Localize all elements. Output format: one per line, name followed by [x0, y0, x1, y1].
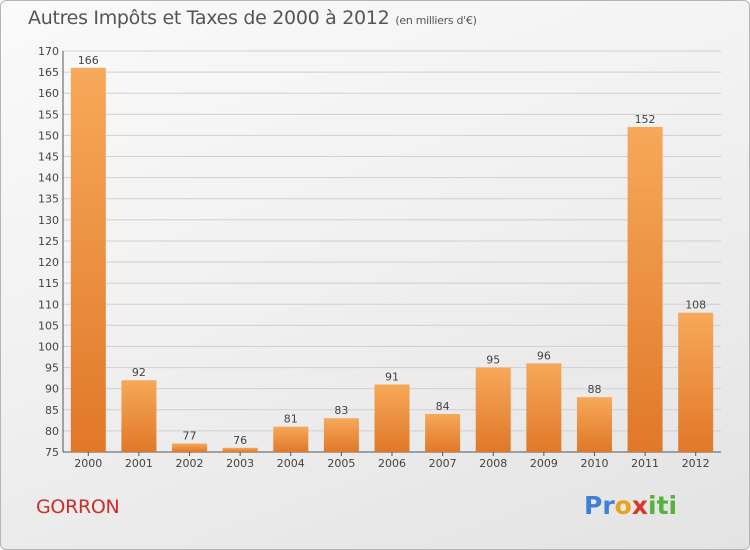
bar-value-label: 84	[436, 400, 450, 413]
bar-value-label: 91	[385, 370, 399, 383]
x-tick-label: 2008	[479, 457, 507, 470]
commune-name: GORRON	[36, 496, 120, 518]
y-tick-label: 120	[38, 256, 59, 269]
chart-title: Autres Impôts et Taxes de 2000 à 2012 (en…	[28, 7, 477, 29]
bar	[273, 426, 309, 452]
bar-value-label: 76	[233, 434, 247, 447]
logo-letter: o	[614, 491, 632, 520]
bar-value-label: 83	[334, 404, 348, 417]
bar	[121, 380, 157, 452]
bar-value-label: 88	[587, 383, 601, 396]
y-tick-label: 110	[38, 298, 59, 311]
y-tick-label: 135	[38, 193, 59, 206]
logo-letter: t	[656, 491, 669, 520]
y-tick-label: 130	[38, 214, 59, 227]
y-tick-label: 95	[45, 362, 59, 375]
y-tick-label: 100	[38, 340, 59, 353]
bar	[70, 67, 106, 452]
bar	[678, 312, 714, 452]
chart-subtitle: (en milliers d'€)	[395, 14, 477, 27]
y-tick-label: 155	[38, 108, 59, 121]
x-tick-label: 2007	[429, 457, 457, 470]
bar-value-label: 152	[635, 113, 656, 126]
bar-value-label: 166	[78, 54, 99, 67]
y-tick-label: 75	[45, 446, 59, 459]
bar	[526, 363, 562, 452]
y-tick-label: 165	[38, 66, 59, 79]
x-tick-label: 2006	[378, 457, 406, 470]
x-tick-label: 2004	[277, 457, 305, 470]
y-tick-label: 90	[45, 383, 59, 396]
bar-value-label: 96	[537, 349, 551, 362]
y-tick-label: 80	[45, 425, 59, 438]
bar	[222, 447, 258, 452]
x-tick-label: 2002	[176, 457, 204, 470]
x-tick-label: 2001	[125, 457, 153, 470]
bar	[576, 397, 612, 452]
x-tick-label: 2005	[327, 457, 355, 470]
y-tick-label: 125	[38, 235, 59, 248]
logo-letter: P	[584, 491, 603, 520]
x-tick-label: 2012	[682, 457, 710, 470]
x-tick-label: 2011	[631, 457, 659, 470]
bar-value-label: 108	[685, 299, 706, 312]
bar	[627, 126, 663, 453]
logo-letter: i	[648, 491, 657, 520]
bar	[425, 414, 461, 452]
bar-value-label: 95	[486, 354, 500, 367]
y-tick-label: 170	[38, 45, 59, 58]
logo-letter: r	[602, 491, 615, 520]
y-tick-label: 150	[38, 129, 59, 142]
y-tick-label: 105	[38, 319, 59, 332]
x-tick-label: 2010	[580, 457, 608, 470]
x-tick-label: 2003	[226, 457, 254, 470]
bar	[172, 443, 208, 452]
bar-value-label: 92	[132, 366, 146, 379]
chart-title-text: Autres Impôts et Taxes de 2000 à 2012	[28, 7, 390, 29]
y-tick-label: 115	[38, 277, 59, 290]
y-tick-label: 140	[38, 172, 59, 185]
y-tick-label: 85	[45, 404, 59, 417]
proxiti-logo: Proxiti	[584, 491, 677, 520]
y-tick-label: 160	[38, 87, 59, 100]
bar-value-label: 77	[183, 430, 197, 443]
y-tick-label: 145	[38, 151, 59, 164]
bar	[475, 367, 511, 452]
bar	[323, 418, 359, 452]
x-tick-label: 2009	[530, 457, 558, 470]
logo-letter: x	[631, 491, 648, 520]
bar-value-label: 81	[284, 413, 298, 426]
x-tick-label: 2000	[74, 457, 102, 470]
logo-letter: i	[668, 491, 678, 520]
bar	[374, 384, 410, 452]
